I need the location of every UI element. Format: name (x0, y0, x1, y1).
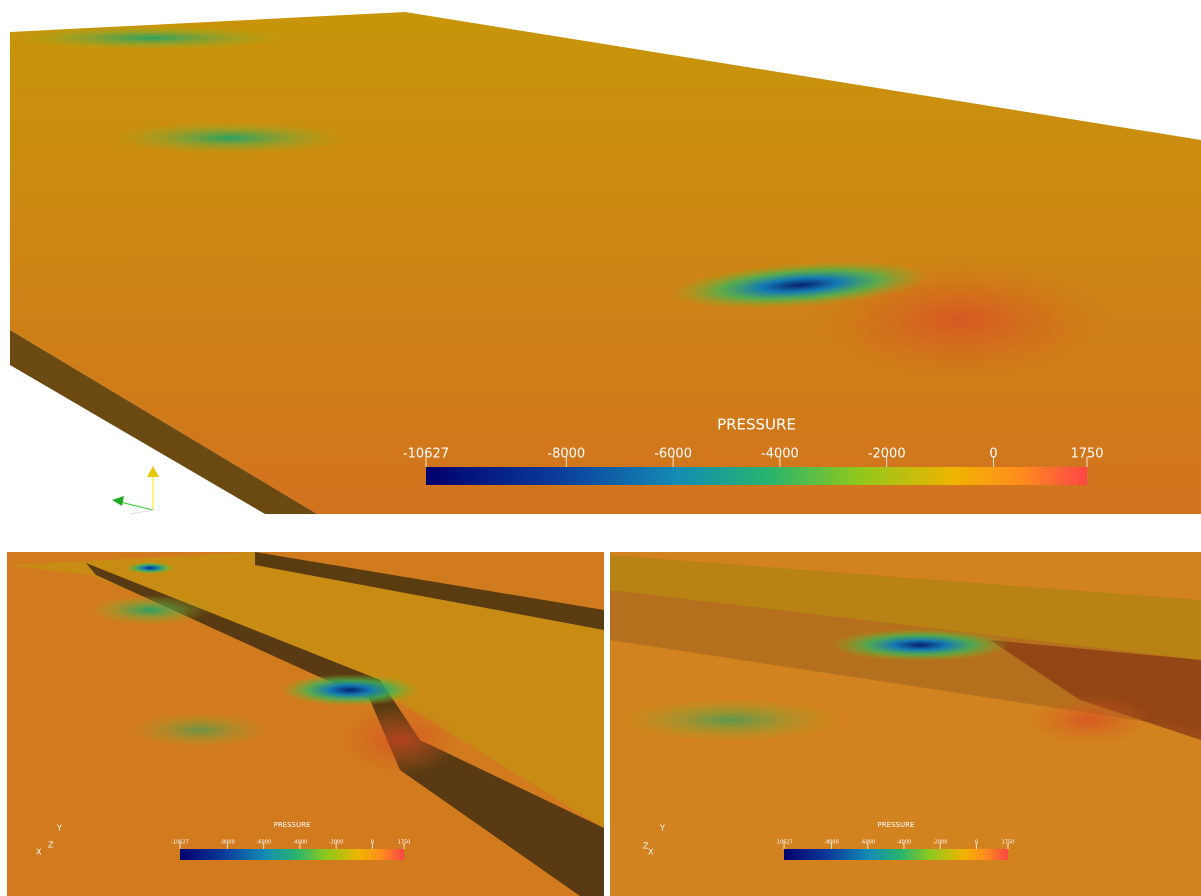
axis-label: Y (659, 824, 665, 833)
colorbar (180, 849, 404, 860)
colorbar-tick-label: -2000 (329, 840, 344, 846)
colorbar-tick-label: 0 (989, 447, 997, 462)
colorbar-tick-label: -8000 (220, 840, 235, 846)
field-feature (130, 712, 270, 748)
field-feature (1030, 695, 1150, 745)
colorbar-tick-label: 1750 (1070, 447, 1103, 462)
colorbar-tick-label: 0 (371, 840, 374, 846)
colorbar-title: PRESSURE (274, 821, 311, 829)
axis-label: X (36, 848, 42, 857)
colorbar-tick-label: 1750 (398, 840, 411, 846)
colorbar (426, 467, 1087, 485)
field-feature (830, 629, 1010, 661)
colorbar-tick-label: -10627 (171, 840, 189, 846)
field-feature (125, 562, 175, 574)
field-feature (280, 674, 420, 706)
colorbar-tick-label: -8000 (547, 447, 585, 462)
colorbar-tick-label: -6000 (256, 840, 271, 846)
axis-label: Z (48, 841, 54, 850)
scene: PRESSURE -10627 -8000 -6000 -4000 -2000 0 1750 P… (0, 0, 1201, 896)
colorbar-tick-label: -10627 (775, 840, 793, 846)
axis-label: Y (56, 824, 62, 833)
colorbar-tick-label: -4000 (293, 840, 308, 846)
colorbar (784, 849, 1008, 860)
colorbar-tick-label: -8000 (824, 840, 839, 846)
colorbar-tick-label: 0 (975, 840, 978, 846)
page: PRESSURE -10627 -8000 -6000 -4000 -2000 0 1750 P… (0, 0, 1201, 896)
field-feature (620, 698, 840, 742)
colorbar-tick-label: -6000 (654, 447, 692, 462)
colorbar-title: PRESSURE (878, 821, 915, 829)
field-feature (340, 705, 460, 775)
field-feature (10, 26, 290, 50)
axes-triad (112, 466, 159, 514)
field-feature (110, 122, 350, 154)
colorbar-tick-label: -2000 (868, 447, 906, 462)
colorbar-tick-label: -10627 (403, 447, 449, 462)
colorbar-tick-label: -6000 (860, 840, 875, 846)
colorbar-title: PRESSURE (717, 416, 796, 434)
colorbar-tick-label: -4000 (897, 840, 912, 846)
colorbar-tick-label: -2000 (933, 840, 948, 846)
colorbar-tick-label: -4000 (761, 447, 799, 462)
colorbar-tick-label: 1750 (1002, 840, 1015, 846)
axis-label: X (648, 848, 654, 857)
field-feature (90, 595, 210, 625)
